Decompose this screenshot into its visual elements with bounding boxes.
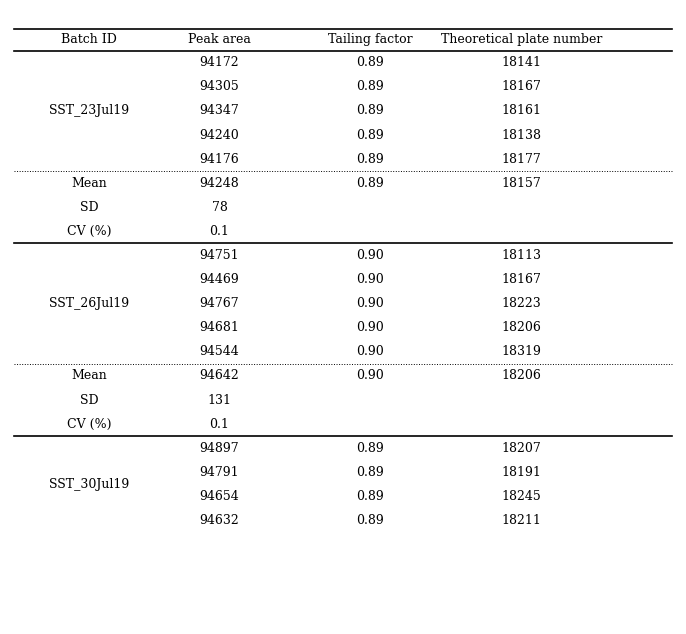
Text: 0.1: 0.1 bbox=[210, 418, 229, 430]
Text: 18167: 18167 bbox=[501, 81, 541, 93]
Text: 0.90: 0.90 bbox=[357, 273, 384, 286]
Text: SD: SD bbox=[80, 201, 99, 214]
Text: 94305: 94305 bbox=[200, 81, 239, 93]
Text: 78: 78 bbox=[211, 201, 228, 214]
Text: 94791: 94791 bbox=[200, 466, 239, 479]
Text: 94240: 94240 bbox=[200, 129, 239, 141]
Text: SST_23Jul19: SST_23Jul19 bbox=[49, 105, 129, 117]
Text: CV (%): CV (%) bbox=[67, 225, 111, 238]
Text: Tailing factor: Tailing factor bbox=[328, 33, 413, 46]
Text: 94172: 94172 bbox=[200, 56, 239, 69]
Text: 18191: 18191 bbox=[501, 466, 541, 479]
Text: 18113: 18113 bbox=[501, 249, 541, 262]
Text: 0.1: 0.1 bbox=[210, 225, 229, 238]
Text: 94347: 94347 bbox=[200, 105, 239, 117]
Text: 0.90: 0.90 bbox=[357, 297, 384, 310]
Text: 18167: 18167 bbox=[501, 273, 541, 286]
Text: 0.89: 0.89 bbox=[357, 490, 384, 503]
Text: 94897: 94897 bbox=[200, 442, 239, 455]
Text: 131: 131 bbox=[208, 394, 231, 406]
Text: 0.89: 0.89 bbox=[357, 81, 384, 93]
Text: SST_26Jul19: SST_26Jul19 bbox=[49, 297, 129, 310]
Text: 18207: 18207 bbox=[501, 442, 541, 455]
Text: 94544: 94544 bbox=[200, 346, 239, 358]
Text: 0.89: 0.89 bbox=[357, 442, 384, 455]
Text: Theoretical plate number: Theoretical plate number bbox=[440, 33, 602, 46]
Text: 18161: 18161 bbox=[501, 105, 541, 117]
Text: 0.90: 0.90 bbox=[357, 370, 384, 382]
Text: 18223: 18223 bbox=[501, 297, 541, 310]
Text: 0.89: 0.89 bbox=[357, 153, 384, 165]
Text: 18211: 18211 bbox=[501, 514, 541, 527]
Text: 94654: 94654 bbox=[200, 490, 239, 503]
Text: 0.89: 0.89 bbox=[357, 105, 384, 117]
Text: SD: SD bbox=[80, 394, 99, 406]
Text: 94681: 94681 bbox=[200, 321, 239, 334]
Text: 94248: 94248 bbox=[200, 177, 239, 190]
Text: 94632: 94632 bbox=[200, 514, 239, 527]
Text: 0.89: 0.89 bbox=[357, 514, 384, 527]
Text: SST_30Jul19: SST_30Jul19 bbox=[49, 478, 129, 491]
Text: 18157: 18157 bbox=[501, 177, 541, 190]
Text: Peak area: Peak area bbox=[188, 33, 251, 46]
Text: 18206: 18206 bbox=[501, 321, 541, 334]
Text: 18245: 18245 bbox=[501, 490, 541, 503]
Text: 18206: 18206 bbox=[501, 370, 541, 382]
Text: 0.90: 0.90 bbox=[357, 249, 384, 262]
Text: 18141: 18141 bbox=[501, 56, 541, 69]
Text: 0.89: 0.89 bbox=[357, 177, 384, 190]
Text: Batch ID: Batch ID bbox=[61, 33, 117, 46]
Text: 0.89: 0.89 bbox=[357, 129, 384, 141]
Text: 94176: 94176 bbox=[200, 153, 239, 165]
Text: 0.89: 0.89 bbox=[357, 56, 384, 69]
Text: Mean: Mean bbox=[71, 177, 107, 190]
Text: 18319: 18319 bbox=[501, 346, 541, 358]
Text: CV (%): CV (%) bbox=[67, 418, 111, 430]
Text: 94642: 94642 bbox=[200, 370, 239, 382]
Text: 94469: 94469 bbox=[200, 273, 239, 286]
Text: 0.90: 0.90 bbox=[357, 346, 384, 358]
Text: 0.90: 0.90 bbox=[357, 321, 384, 334]
Text: 94751: 94751 bbox=[200, 249, 239, 262]
Text: 18138: 18138 bbox=[501, 129, 541, 141]
Text: Mean: Mean bbox=[71, 370, 107, 382]
Text: 94767: 94767 bbox=[200, 297, 239, 310]
Text: 0.89: 0.89 bbox=[357, 466, 384, 479]
Text: 18177: 18177 bbox=[501, 153, 541, 165]
